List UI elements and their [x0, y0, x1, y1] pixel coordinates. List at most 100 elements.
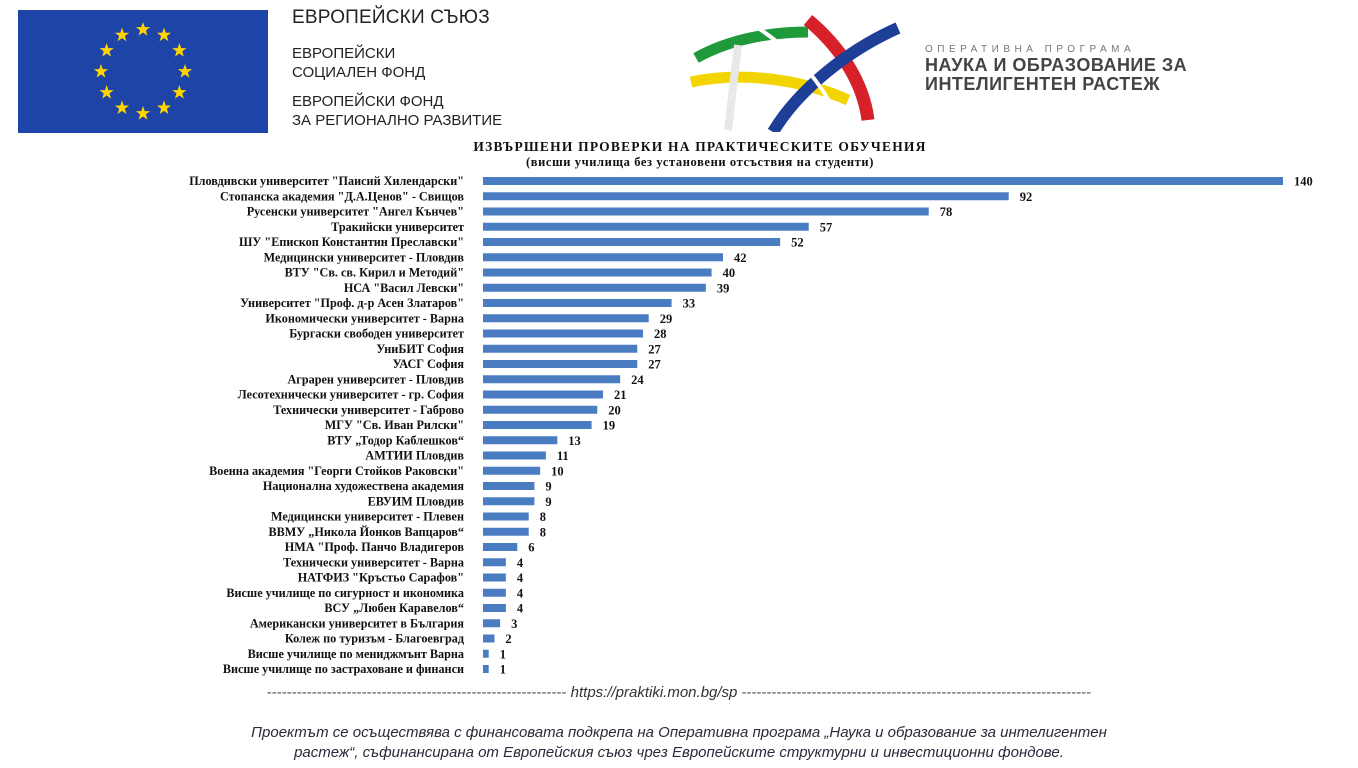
eu-star-icon — [135, 106, 151, 120]
bar — [483, 283, 706, 292]
eu-stars-icon — [93, 22, 193, 120]
category-label: ВТУ "Св. св. Кирил и Методий" — [285, 266, 464, 280]
op-pretitle: ОПЕРАТИВНА ПРОГРАМА — [925, 44, 1136, 55]
category-label: Бургаски свободен университет — [289, 327, 464, 341]
value-label: 57 — [820, 220, 833, 234]
eu-star-icon — [177, 64, 193, 78]
value-label: 3 — [511, 617, 517, 631]
erdf-line-2: ЗА РЕГИОНАЛНО РАЗВИТИЕ — [292, 112, 503, 129]
category-label: Пловдивски университет "Паисий Хилендарс… — [189, 174, 464, 188]
category-label: Лесотехнически университет - гр. София — [238, 388, 465, 402]
eu-star-icon — [99, 43, 114, 57]
footer-note-line-2: растеж“, съфинансирана от Европейския съ… — [294, 744, 1064, 761]
category-label: Стопанска академия "Д.А.Ценов" - Свищов — [220, 189, 464, 203]
bar — [483, 405, 598, 414]
value-label: 19 — [603, 419, 616, 433]
eu-star-icon — [114, 27, 130, 42]
bar — [483, 299, 672, 307]
bar — [483, 512, 529, 521]
value-label: 11 — [557, 449, 569, 463]
category-label: Аграрен университет - Пловдив — [288, 372, 465, 386]
bar — [483, 482, 535, 490]
bar — [483, 253, 723, 262]
value-label: 9 — [545, 480, 551, 494]
bar — [483, 192, 1009, 201]
bar — [483, 360, 638, 368]
value-label: 27 — [648, 342, 661, 356]
category-label: ШУ "Епископ Константин Преславски" — [239, 235, 464, 249]
bar — [483, 436, 558, 445]
category-label: Технически университет - Варна — [283, 555, 464, 569]
value-label: 13 — [568, 434, 581, 448]
footer-funding-note: Проектът се осъществява с финансовата по… — [0, 723, 1358, 763]
eu-star-icon — [114, 100, 130, 114]
bar — [483, 329, 643, 338]
bar — [483, 527, 529, 536]
value-label: 4 — [517, 602, 524, 616]
op-text-block: ОПЕРАТИВНА ПРОГРАМА НАУКА И ОБРАЗОВАНИЕ … — [925, 44, 1187, 94]
category-label: ВСУ „Любен Каравелов“ — [324, 601, 464, 615]
category-label: Медицински университет - Пловдив — [264, 250, 465, 264]
chart-subtitle: (висши училища без установени отсъствия … — [526, 155, 874, 169]
value-label: 52 — [791, 236, 804, 250]
footer-url-link[interactable]: https://praktiki.mon.bg/sp — [570, 684, 738, 701]
bar-chart: Пловдивски университет "Паисий Хилендарс… — [189, 174, 1313, 677]
esf-line-1: ЕВРОПЕЙСКИ — [292, 45, 396, 62]
bar — [483, 451, 546, 460]
bar — [483, 314, 649, 323]
chart-title: ИЗВЪРШЕНИ ПРОВЕРКИ НА ПРАКТИЧЕСКИТЕ ОБУЧ… — [473, 139, 927, 154]
bar — [483, 649, 489, 658]
value-label: 33 — [683, 297, 696, 311]
value-label: 1 — [500, 647, 506, 661]
value-label: 78 — [940, 205, 953, 219]
category-label: Висше училище по сигурност и икономика — [226, 586, 464, 600]
value-label: 8 — [540, 510, 546, 524]
category-label: УниБИТ София — [376, 342, 464, 356]
eu-title: ЕВРОПЕЙСКИ СЪЮЗ — [292, 7, 490, 28]
bar — [483, 222, 809, 231]
value-label: 2 — [505, 632, 511, 646]
value-label: 40 — [723, 266, 736, 280]
value-label: 24 — [631, 373, 644, 387]
bar — [483, 573, 506, 582]
category-label: Технически университет - Габрово — [273, 403, 464, 417]
category-label: АМТИИ Пловдив — [365, 449, 464, 463]
eu-star-icon — [156, 27, 172, 42]
bar — [483, 466, 541, 475]
esf-line-2: СОЦИАЛЕН ФОНД — [292, 64, 426, 81]
eu-star-icon — [172, 43, 187, 57]
category-label: Икономически университет - Варна — [265, 311, 464, 325]
footer-note-line-1: Проектът се осъществява с финансовата по… — [251, 724, 1107, 741]
eu-flag-logo — [18, 10, 268, 133]
bar — [483, 207, 929, 216]
category-label: УАСГ София — [393, 357, 465, 371]
category-label: Висше училище по застраховане и финанси — [223, 662, 464, 676]
value-label: 4 — [517, 571, 524, 585]
eu-star-icon — [93, 64, 109, 78]
bar — [483, 558, 506, 567]
value-label: 28 — [654, 327, 667, 341]
value-label: 39 — [717, 281, 730, 295]
category-label: Университет "Проф. д-р Асен Златаров" — [240, 296, 464, 310]
value-label: 92 — [1020, 190, 1033, 204]
category-label: Медицински университет - Плевен — [271, 510, 464, 524]
category-label: Американски университет в България — [250, 616, 465, 630]
bar — [483, 543, 518, 551]
bar — [483, 497, 535, 506]
bar — [483, 390, 603, 399]
op-program-logo — [689, 15, 901, 132]
category-label: НСА "Васил Левски" — [344, 281, 464, 295]
bar — [483, 588, 506, 597]
bar — [483, 177, 1283, 185]
category-label: Тракийски университет — [331, 220, 464, 234]
erdf-line-1: ЕВРОПЕЙСКИ ФОНД — [292, 93, 444, 110]
footer-dashes-left: ----------------------------------------… — [266, 684, 567, 701]
value-label: 140 — [1294, 175, 1313, 189]
value-label: 42 — [734, 251, 747, 265]
bar — [483, 268, 712, 277]
category-label: Национална художествена академия — [263, 479, 465, 493]
category-label: Висше училище по мениджмънт Варна — [248, 647, 464, 661]
value-label: 1 — [500, 663, 506, 677]
category-label: ВТУ „Тодор Каблешков“ — [327, 433, 464, 447]
category-label: Русенски университет "Ангел Кънчев" — [247, 205, 464, 219]
